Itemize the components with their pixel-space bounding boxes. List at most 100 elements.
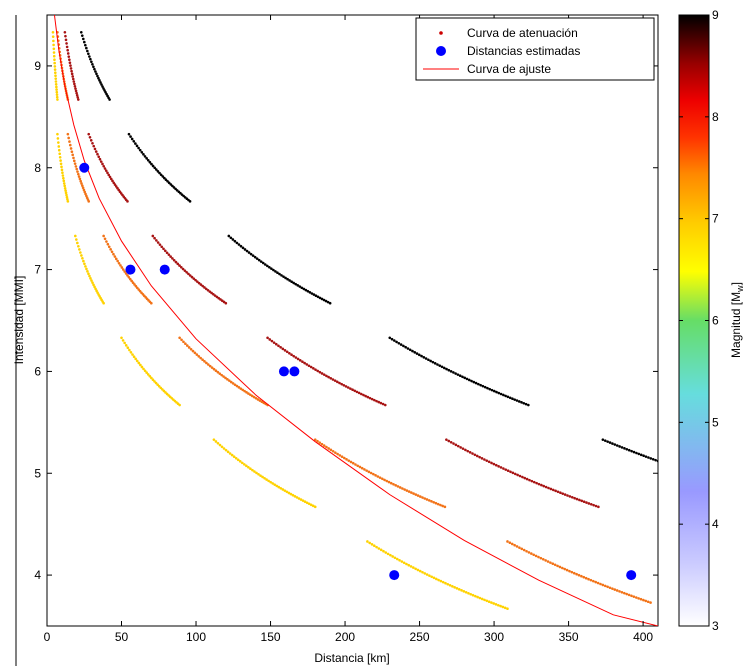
attenuation-point <box>322 373 326 376</box>
attenuation-point <box>345 458 348 461</box>
attenuation-point <box>190 275 194 279</box>
attenuation-point <box>379 401 383 405</box>
attenuation-point <box>504 468 508 471</box>
attenuation-point <box>131 281 135 285</box>
attenuation-point <box>113 255 117 258</box>
attenuation-point <box>199 356 202 360</box>
attenuation-point <box>517 400 521 403</box>
attenuation-point <box>70 69 73 73</box>
colorbar-ticks: 3 4 5 6 7 8 9 <box>679 8 719 633</box>
attenuation-point <box>85 267 88 271</box>
attenuation-point <box>54 77 58 80</box>
attenuation-point <box>103 167 107 170</box>
attenuation-point <box>430 500 433 503</box>
attenuation-point <box>151 164 155 168</box>
attenuation-point <box>292 354 296 358</box>
attenuation-point <box>103 237 107 241</box>
attenuation-point <box>239 244 243 248</box>
attenuation-curve-m9 <box>79 31 111 101</box>
attenuation-point <box>333 379 337 382</box>
attenuation-point <box>592 579 595 583</box>
attenuation-point <box>164 178 168 181</box>
attenuation-point <box>207 363 210 366</box>
attenuation-point <box>185 344 189 347</box>
attenuation-point <box>161 175 165 178</box>
attenuation-point <box>273 483 277 486</box>
attenuation-point <box>255 257 259 260</box>
attenuation-point <box>368 541 372 545</box>
attenuation-point <box>281 347 285 351</box>
attenuation-point <box>142 153 145 156</box>
attenuation-point <box>340 455 344 459</box>
attenuation-point <box>313 438 317 441</box>
attenuation-point <box>394 484 398 487</box>
attenuation-point <box>143 155 147 158</box>
attenuation-point <box>329 377 333 380</box>
attenuation-point <box>563 493 567 496</box>
attenuation-point <box>269 480 272 484</box>
attenuation-point <box>428 574 431 577</box>
attenuation-point <box>379 548 383 552</box>
attenuation-point <box>272 341 276 344</box>
attenuation-point <box>460 589 463 592</box>
attenuation-point <box>481 384 485 388</box>
attenuation-point <box>632 450 636 454</box>
attenuation-point <box>381 477 384 481</box>
attenuation-point <box>89 277 92 280</box>
attenuation-point <box>492 602 496 605</box>
attenuation-point <box>597 505 600 509</box>
attenuation-point <box>398 558 401 562</box>
attenuation-point <box>393 556 397 560</box>
attenuation-point <box>291 493 295 497</box>
attenuation-point <box>381 402 385 406</box>
attenuation-point <box>378 476 382 479</box>
attenuation-point <box>145 157 148 160</box>
attenuation-point <box>61 171 64 175</box>
attenuation-point <box>263 476 266 480</box>
x-tick-label: 400 <box>633 630 653 644</box>
attenuation-point <box>374 474 377 477</box>
attenuation-point <box>71 77 75 81</box>
attenuation-point <box>53 65 57 68</box>
attenuation-point <box>112 252 115 256</box>
attenuation-point <box>630 594 633 598</box>
attenuation-point <box>515 399 519 402</box>
attenuation-point <box>278 272 281 276</box>
y-tick-label: 9 <box>34 59 41 73</box>
attenuation-point <box>293 495 297 498</box>
attenuation-point <box>577 573 581 577</box>
attenuation-point <box>389 553 392 557</box>
attenuation-point <box>540 483 543 487</box>
attenuation-point <box>230 453 234 457</box>
attenuation-point <box>568 569 571 573</box>
attenuation-point <box>75 167 78 171</box>
attenuation-point <box>324 299 328 303</box>
estimated-distance-point <box>159 264 170 275</box>
attenuation-point <box>91 281 94 284</box>
attenuation-point <box>360 392 363 396</box>
attenuation-point <box>575 497 579 501</box>
attenuation-point <box>212 367 216 371</box>
colorbar-tick-label: 4 <box>712 517 719 531</box>
attenuation-point <box>316 295 320 299</box>
attenuation-curve-m9 <box>388 336 530 407</box>
attenuation-point <box>163 176 166 180</box>
attenuation-point <box>343 456 346 460</box>
attenuation-point <box>195 353 199 356</box>
attenuation-point <box>414 567 417 571</box>
attenuation-point <box>561 492 565 495</box>
attenuation-point <box>62 179 66 183</box>
attenuation-point <box>79 179 82 183</box>
attenuation-point <box>99 160 103 163</box>
attenuation-point <box>163 249 167 253</box>
attenuation-point <box>73 85 77 88</box>
attenuation-point <box>400 560 404 563</box>
attenuation-point <box>224 448 228 452</box>
attenuation-point <box>651 457 655 461</box>
x-tick-label: 250 <box>410 630 430 644</box>
attenuation-point <box>167 253 171 256</box>
attenuation-point <box>585 501 588 504</box>
attenuation-point <box>532 553 536 557</box>
attenuation-point <box>235 241 239 245</box>
attenuation-point <box>383 478 386 482</box>
